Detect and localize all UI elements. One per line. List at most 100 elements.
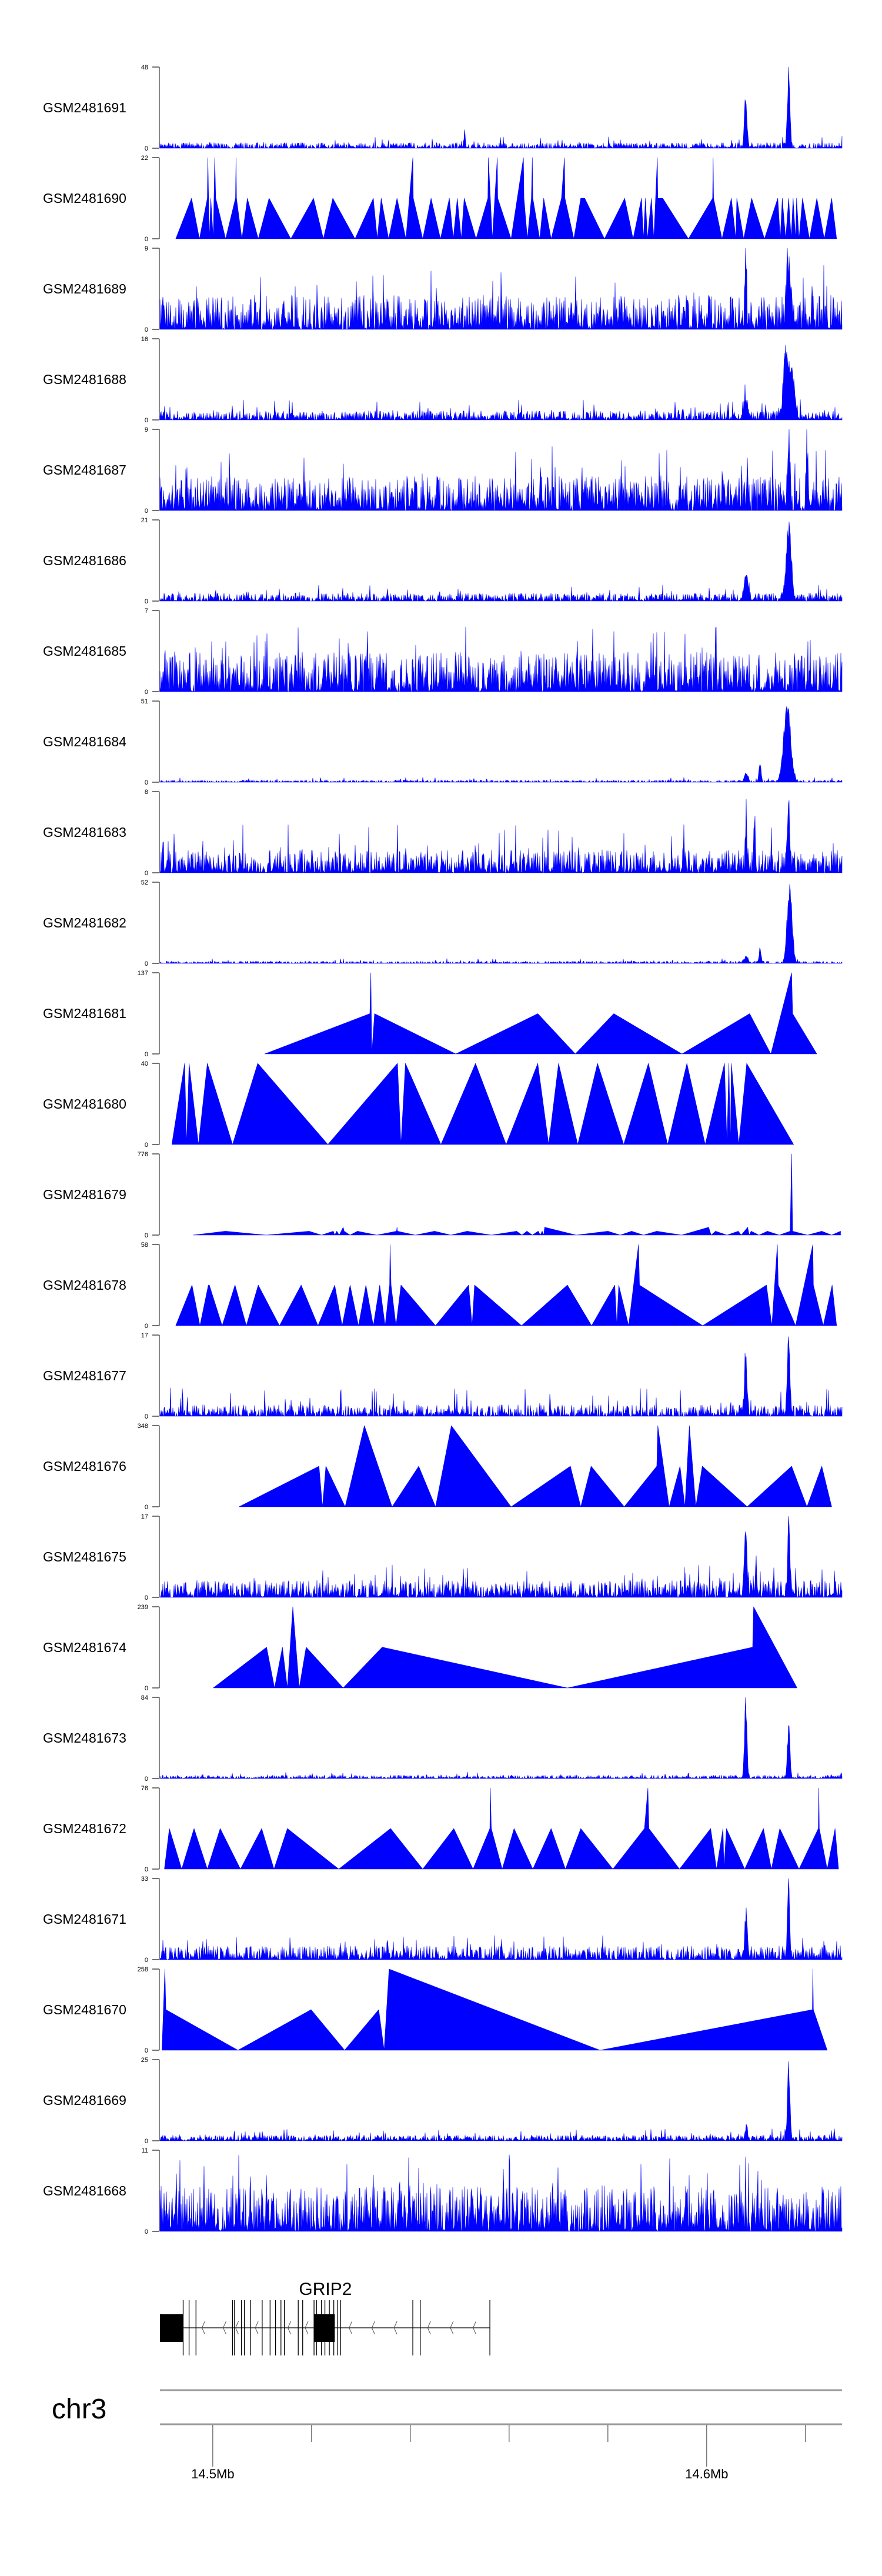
track-label: GSM2481678 — [43, 1277, 126, 1293]
track-label: GSM2481668 — [43, 2183, 126, 2198]
chromosome-label: chr3 — [52, 2394, 106, 2425]
y-tick-label-min: 0 — [145, 145, 148, 152]
track: GSM2481675 17 0 — [43, 1513, 843, 1601]
track-label: GSM2481683 — [43, 825, 126, 840]
y-tick-label-max: 8 — [145, 789, 148, 796]
track-label: GSM2481682 — [43, 915, 126, 930]
y-tick-label-min: 0 — [145, 2047, 148, 2054]
track: GSM2481671 33 0 — [43, 1876, 843, 1964]
y-tick-label-min: 0 — [145, 417, 148, 424]
genome-axis: chr3 14.5Mb 14.6Mb — [52, 2389, 842, 2481]
y-tick-label-min: 0 — [145, 1776, 148, 1783]
signal-area — [159, 345, 843, 421]
track: GSM2481686 21 0 — [43, 517, 843, 605]
y-tick-label-max: 11 — [142, 2147, 148, 2154]
y-tick-label-max: 16 — [141, 336, 148, 343]
signal-area — [159, 1878, 843, 1960]
signal-area — [159, 706, 843, 783]
signal-area — [193, 1153, 841, 1236]
signal-area — [159, 626, 843, 692]
signal-area — [159, 1697, 843, 1779]
strand-arrow-icon — [288, 2321, 292, 2335]
y-tick-label-min: 0 — [145, 1504, 148, 1511]
signal-area — [159, 884, 843, 964]
track: GSM2481681 137 0 — [43, 970, 817, 1058]
track: GSM2481688 16 0 — [43, 336, 843, 424]
y-tick-label-max: 52 — [141, 879, 148, 886]
y-tick-label-min: 0 — [145, 1142, 148, 1149]
track: GSM2481672 76 0 — [43, 1785, 839, 1873]
y-tick-label-max: 48 — [141, 64, 148, 71]
signal-area — [159, 2061, 843, 2141]
y-tick-label-min: 0 — [145, 1957, 148, 1964]
strand-arrow-icon — [393, 2321, 397, 2335]
y-tick-label-max: 33 — [141, 1876, 148, 1883]
track-label: GSM2481687 — [43, 462, 126, 478]
track: GSM2481678 58 0 — [43, 1242, 837, 1330]
strand-arrow-icon — [235, 2321, 239, 2335]
track-label: GSM2481669 — [43, 2093, 126, 2108]
y-tick-label-max: 776 — [138, 1151, 148, 1158]
strand-arrow-icon — [255, 2321, 259, 2335]
strand-arrow-icon — [450, 2321, 454, 2335]
y-tick-label-min: 0 — [145, 870, 148, 877]
y-tick-label-min: 0 — [145, 2228, 148, 2235]
track-label: GSM2481689 — [43, 281, 126, 296]
y-tick-label-min: 0 — [145, 326, 148, 333]
y-tick-label-min: 0 — [145, 508, 148, 515]
track-label: GSM2481676 — [43, 1459, 126, 1474]
track: GSM2481682 52 0 — [43, 879, 843, 967]
signal-area — [239, 1425, 832, 1507]
y-tick-label-min: 0 — [145, 2138, 148, 2145]
y-tick-label-max: 25 — [141, 2057, 148, 2064]
y-tick-label-min: 0 — [145, 689, 148, 696]
y-tick-label-max: 348 — [138, 1423, 148, 1430]
y-tick-label-min: 0 — [145, 1232, 148, 1239]
track: GSM2481690 22 0 — [43, 155, 837, 243]
track-label: GSM2481674 — [43, 1640, 126, 1655]
track-label: GSM2481680 — [43, 1096, 126, 1112]
exon-block — [314, 2314, 335, 2342]
exon-block — [160, 2314, 183, 2342]
track: GSM2481668 11 0 — [43, 2147, 843, 2235]
track-label: GSM2481685 — [43, 643, 126, 659]
track: GSM2481674 239 0 — [43, 1604, 797, 1692]
strand-arrow-icon — [201, 2321, 205, 2335]
signal-area — [164, 1787, 839, 1870]
strand-arrow-icon — [427, 2321, 431, 2335]
signal-area — [159, 522, 843, 602]
y-tick-label-min: 0 — [145, 1413, 148, 1420]
y-tick-label-min: 0 — [145, 1866, 148, 1873]
y-tick-label-max: 21 — [141, 517, 148, 524]
signal-area — [159, 1516, 843, 1598]
y-tick-label-max: 17 — [141, 1513, 148, 1520]
track: GSM2481691 48 0 — [43, 64, 843, 152]
track-label: GSM2481672 — [43, 1821, 126, 1836]
y-tick-label-min: 0 — [145, 236, 148, 243]
signal-area — [175, 1244, 837, 1326]
strand-arrow-icon — [349, 2321, 353, 2335]
track-label: GSM2481679 — [43, 1187, 126, 1202]
axis-tick-label: 14.6Mb — [685, 2467, 728, 2481]
y-tick-label-max: 76 — [141, 1785, 148, 1792]
track: GSM2481687 9 0 — [43, 426, 843, 515]
strand-arrow-icon — [472, 2321, 476, 2335]
y-tick-label-max: 22 — [141, 155, 148, 162]
track: GSM2481679 776 0 — [43, 1151, 841, 1239]
y-tick-label-min: 0 — [145, 1051, 148, 1058]
y-tick-label-min: 0 — [145, 1685, 148, 1692]
track-label: GSM2481686 — [43, 553, 126, 568]
track: GSM2481669 25 0 — [43, 2057, 843, 2145]
track-label: GSM2481677 — [43, 1368, 126, 1383]
track-label: GSM2481691 — [43, 100, 126, 115]
y-tick-label-max: 51 — [141, 698, 148, 705]
signal-area — [159, 2154, 843, 2232]
track: GSM2481689 9 0 — [43, 245, 843, 333]
track: GSM2481676 348 0 — [43, 1423, 832, 1511]
track: GSM2481683 8 0 — [43, 789, 843, 877]
y-tick-label-min: 0 — [145, 1594, 148, 1601]
strand-arrow-icon — [222, 2321, 226, 2335]
y-tick-label-max: 137 — [138, 970, 148, 977]
track-label: GSM2481688 — [43, 372, 126, 387]
